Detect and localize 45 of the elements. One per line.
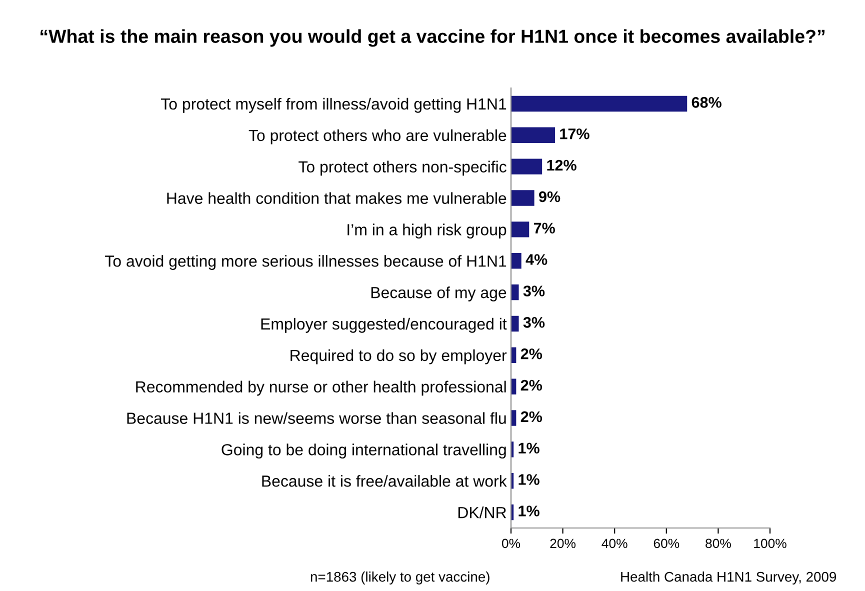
data-label: 1% xyxy=(518,474,540,485)
bar xyxy=(511,222,530,238)
x-tick-label: 60% xyxy=(654,538,680,548)
bar xyxy=(511,127,556,143)
bar xyxy=(511,284,519,300)
y-tick-label: To protect others non-specific xyxy=(298,160,506,176)
data-label: 7% xyxy=(534,222,555,234)
x-tick-label: 80% xyxy=(706,538,731,548)
bar xyxy=(511,316,519,332)
y-tick-label: Employer suggested/encouraged it xyxy=(261,318,507,333)
data-label: 17% xyxy=(560,128,590,140)
bar xyxy=(511,96,688,112)
chart-title: “What is the main reason you would get a vaccine for H1N1 once it becomes available?” xyxy=(40,29,824,47)
data-label: 12% xyxy=(547,160,576,171)
y-tick-label: Because H1N1 is new/seems worse than seasonal flu xyxy=(127,412,506,424)
data-label: 1% xyxy=(518,442,540,454)
data-label: 68% xyxy=(692,96,722,108)
y-tick-label: To protect others who are vulnerable xyxy=(248,129,506,144)
y-tick-label: Required to do so by employer xyxy=(290,349,507,364)
y-tick-label: Have health condition that makes me vulnerable xyxy=(167,192,506,204)
data-label: 9% xyxy=(539,191,560,202)
bar xyxy=(511,158,542,174)
y-tick-label: DK/NR xyxy=(458,506,506,518)
data-label: 3% xyxy=(523,286,545,296)
text: Health Canada H1N1 Survey, 2009 xyxy=(621,572,836,584)
x-tick-label: 40% xyxy=(602,538,628,548)
data-label: 1% xyxy=(518,506,540,516)
y-tick-label: Recommended by nurse or other health professional xyxy=(136,380,506,396)
data-label: 2% xyxy=(520,411,542,422)
y-tick-label: To avoid getting more serious illnesses because of H1N1 xyxy=(105,255,506,270)
bar xyxy=(511,190,534,206)
data-label: 3% xyxy=(523,316,545,328)
data-label: 2% xyxy=(520,380,542,391)
data-label: 4% xyxy=(526,254,548,265)
text: n=1863 (likely to get vaccine) xyxy=(310,572,490,584)
x-tick-label: 100% xyxy=(754,538,786,548)
x-tick-label: 0% xyxy=(502,538,520,548)
y-tick-label: I’m in a high risk group xyxy=(348,224,506,239)
bar xyxy=(511,253,522,269)
x-tick-label: 20% xyxy=(550,538,576,548)
y-tick-label: Going to be doing international travelling xyxy=(222,444,506,459)
y-tick-label: Because it is free/available at work xyxy=(262,475,507,487)
y-tick-label: Because of my age xyxy=(371,286,506,302)
data-label: 2% xyxy=(520,348,542,360)
y-tick-label: To protect myself from illness/avoid getting H1N1 xyxy=(161,98,506,113)
